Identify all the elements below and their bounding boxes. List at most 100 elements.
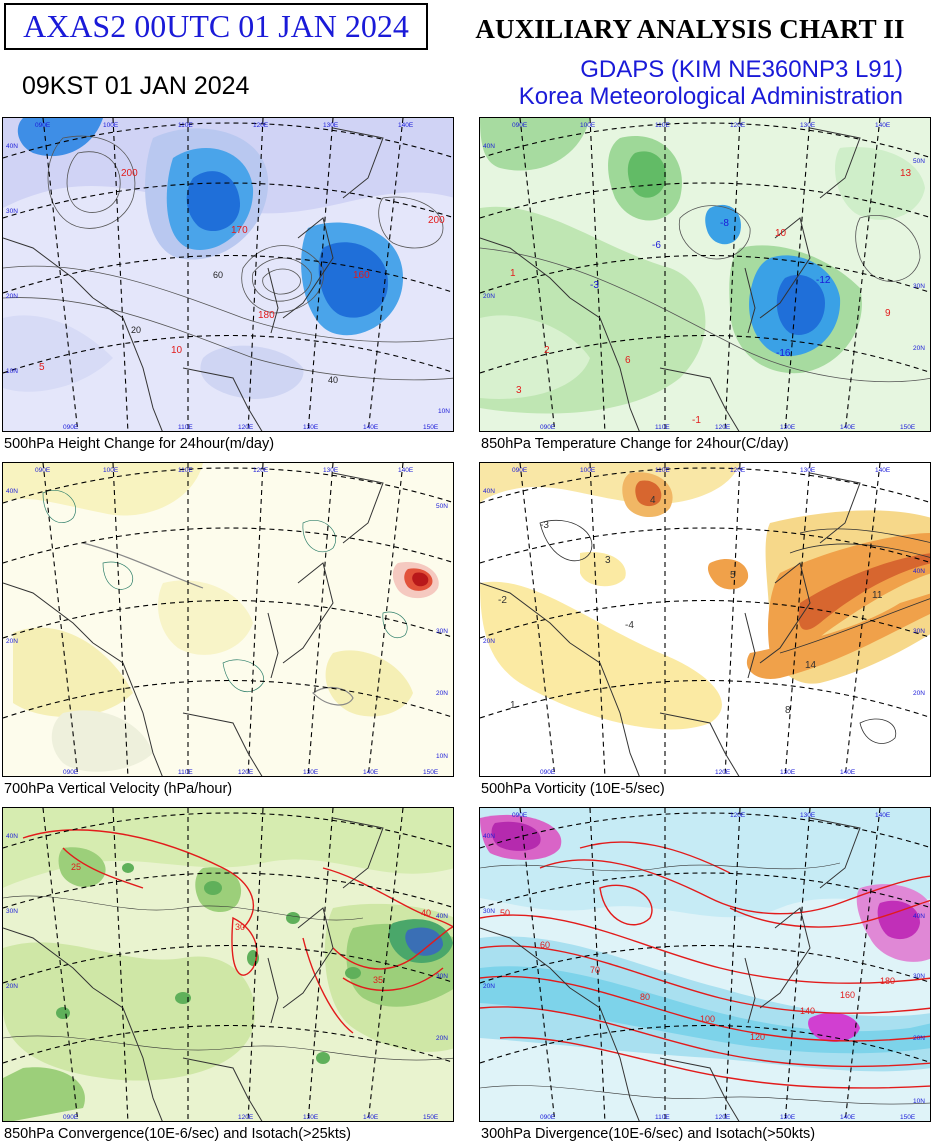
contour-label: 60	[213, 270, 223, 280]
contour-label: 10	[171, 345, 183, 356]
lon-label: 090E	[63, 424, 79, 431]
panel-caption: 500hPa Vorticity (10E-5/sec)	[481, 781, 665, 797]
contour-label: -16	[776, 348, 791, 359]
lon-label: 120E	[238, 769, 254, 776]
isotach-label: 40	[421, 908, 431, 918]
lat-label: 30N	[6, 908, 18, 915]
panel-850hpa-temperature-change: 1 2 3 6 -1 9 10 13 -3 -6 -8 -12 -16 090E…	[479, 117, 931, 432]
isotach-label: 180	[880, 976, 895, 986]
lon-label: 120E	[715, 424, 731, 431]
isotach-label: 35	[373, 975, 383, 985]
lat-label: 20N	[483, 293, 495, 300]
lat-label: 20N	[6, 983, 18, 990]
contour-label: -6	[652, 240, 661, 251]
lon-label: 120E	[253, 122, 269, 129]
lon-label: 110E	[655, 467, 670, 474]
lon-label: 090E	[63, 1114, 79, 1121]
map-850hpa-temperature-change: 1 2 3 6 -1 9 10 13 -3 -6 -8 -12 -16 090E…	[480, 118, 930, 431]
lon-label: 100E	[580, 467, 596, 474]
lon-label: 090E	[512, 122, 528, 129]
lon-label: 110E	[178, 424, 193, 431]
lat-label: 40N	[436, 913, 448, 920]
lon-label: 120E	[730, 122, 746, 129]
panel-caption: 500hPa Height Change for 24hour(m/day)	[4, 436, 275, 452]
lon-label: 110E	[178, 467, 193, 474]
lon-label: 130E	[780, 1114, 796, 1121]
lon-label: 090E	[35, 122, 51, 129]
lon-label: 110E	[178, 769, 193, 776]
lat-label: 30N	[483, 908, 495, 915]
lon-label: 140E	[363, 769, 379, 776]
lon-label: 130E	[303, 1114, 319, 1121]
contour-label: 3	[605, 555, 611, 566]
lon-label: 140E	[840, 1114, 856, 1121]
lon-label: 140E	[363, 424, 379, 431]
lat-label: 30N	[913, 283, 925, 290]
chart-title: AUXILIARY ANALYSIS CHART II	[475, 14, 905, 44]
panel-500hpa-height-change: 200 160 170 10 5 180 200 20 40 60 090E 1…	[2, 117, 454, 432]
isotach-label: 70	[590, 965, 600, 975]
lon-label: 090E	[540, 769, 556, 776]
lat-label: 40N	[6, 488, 18, 495]
lon-label: 120E	[715, 1114, 731, 1121]
contour-label: 1	[510, 700, 516, 711]
lon-label: 150E	[423, 769, 439, 776]
lon-label: 150E	[423, 424, 439, 431]
contour-label: -1	[692, 415, 701, 426]
lon-label: 130E	[800, 467, 816, 474]
lon-label: 120E	[730, 812, 746, 819]
lon-label: 140E	[398, 467, 414, 474]
map-300hpa-divergence-isotach: 50 60 70 80 100 120 140 160 180 090E 120…	[480, 808, 930, 1121]
lon-label: 140E	[398, 122, 414, 129]
isotach-label: 50	[500, 908, 510, 918]
lon-label: 130E	[780, 424, 796, 431]
lat-label: 30N	[436, 973, 448, 980]
lat-label: 20N	[436, 690, 448, 697]
panel-caption: 300hPa Divergence(10E-6/sec) and Isotach…	[481, 1126, 816, 1142]
contour-label: 160	[353, 270, 370, 281]
lon-label: 110E	[655, 1114, 670, 1121]
isotach-label: 120	[750, 1032, 765, 1042]
contour-label: 200	[121, 168, 138, 179]
lat-label: 40N	[913, 913, 925, 920]
contour-label: 8	[785, 705, 791, 716]
product-code: AXAS2 00UTC 01 JAN 2024	[23, 8, 409, 44]
lon-label: 140E	[363, 1114, 379, 1121]
panel-500hpa-vorticity: 1 -3 -4 -2 4 5 3 11 14 8 090E 100E 110E …	[479, 462, 931, 777]
lat-label: 40N	[6, 833, 18, 840]
contour-label: 1	[510, 268, 516, 279]
lat-label: 10N	[913, 1098, 925, 1105]
lon-label: 110E	[655, 424, 670, 431]
contour-label: -4	[625, 620, 634, 631]
lon-label: 090E	[63, 769, 79, 776]
contour-label: -2	[498, 595, 507, 606]
lon-label: 120E	[730, 467, 746, 474]
isotach-label: 160	[840, 990, 855, 1000]
lon-label: 140E	[875, 467, 891, 474]
lon-label: 150E	[423, 1114, 439, 1121]
lon-label: 130E	[323, 467, 339, 474]
isotach-label: 30	[235, 922, 245, 932]
lon-label: 130E	[303, 769, 319, 776]
contour-label: 20	[131, 325, 141, 335]
map-700hpa-vertical-velocity: 090E 100E 110E 120E 130E 140E 40N 20N 50…	[3, 463, 453, 776]
lat-label: 20N	[913, 345, 925, 352]
lat-label: 10N	[436, 753, 448, 760]
model-name: GDAPS (KIM NE360NP3 L91)	[580, 56, 903, 83]
contour-label: 180	[258, 310, 275, 321]
lat-label: 30N	[913, 628, 925, 635]
lat-label: 10N	[438, 408, 450, 415]
contour-label: 6	[625, 355, 631, 366]
panel-caption: 850hPa Convergence(10E-6/sec) and Isotac…	[4, 1126, 351, 1142]
isotach-label: 60	[540, 940, 550, 950]
lon-label: 090E	[512, 812, 528, 819]
lon-label: 130E	[800, 812, 816, 819]
lat-label: 50N	[436, 503, 448, 510]
lon-label: 130E	[800, 122, 816, 129]
lon-label: 130E	[303, 424, 319, 431]
map-500hpa-height-change: 200 160 170 10 5 180 200 20 40 60 090E 1…	[3, 118, 453, 431]
contour-label: -3	[540, 520, 549, 531]
agency-name: Korea Meteorological Administration	[518, 83, 903, 110]
lat-label: 20N	[483, 983, 495, 990]
panel-300hpa-divergence-isotach: 50 60 70 80 100 120 140 160 180 090E 120…	[479, 807, 931, 1122]
